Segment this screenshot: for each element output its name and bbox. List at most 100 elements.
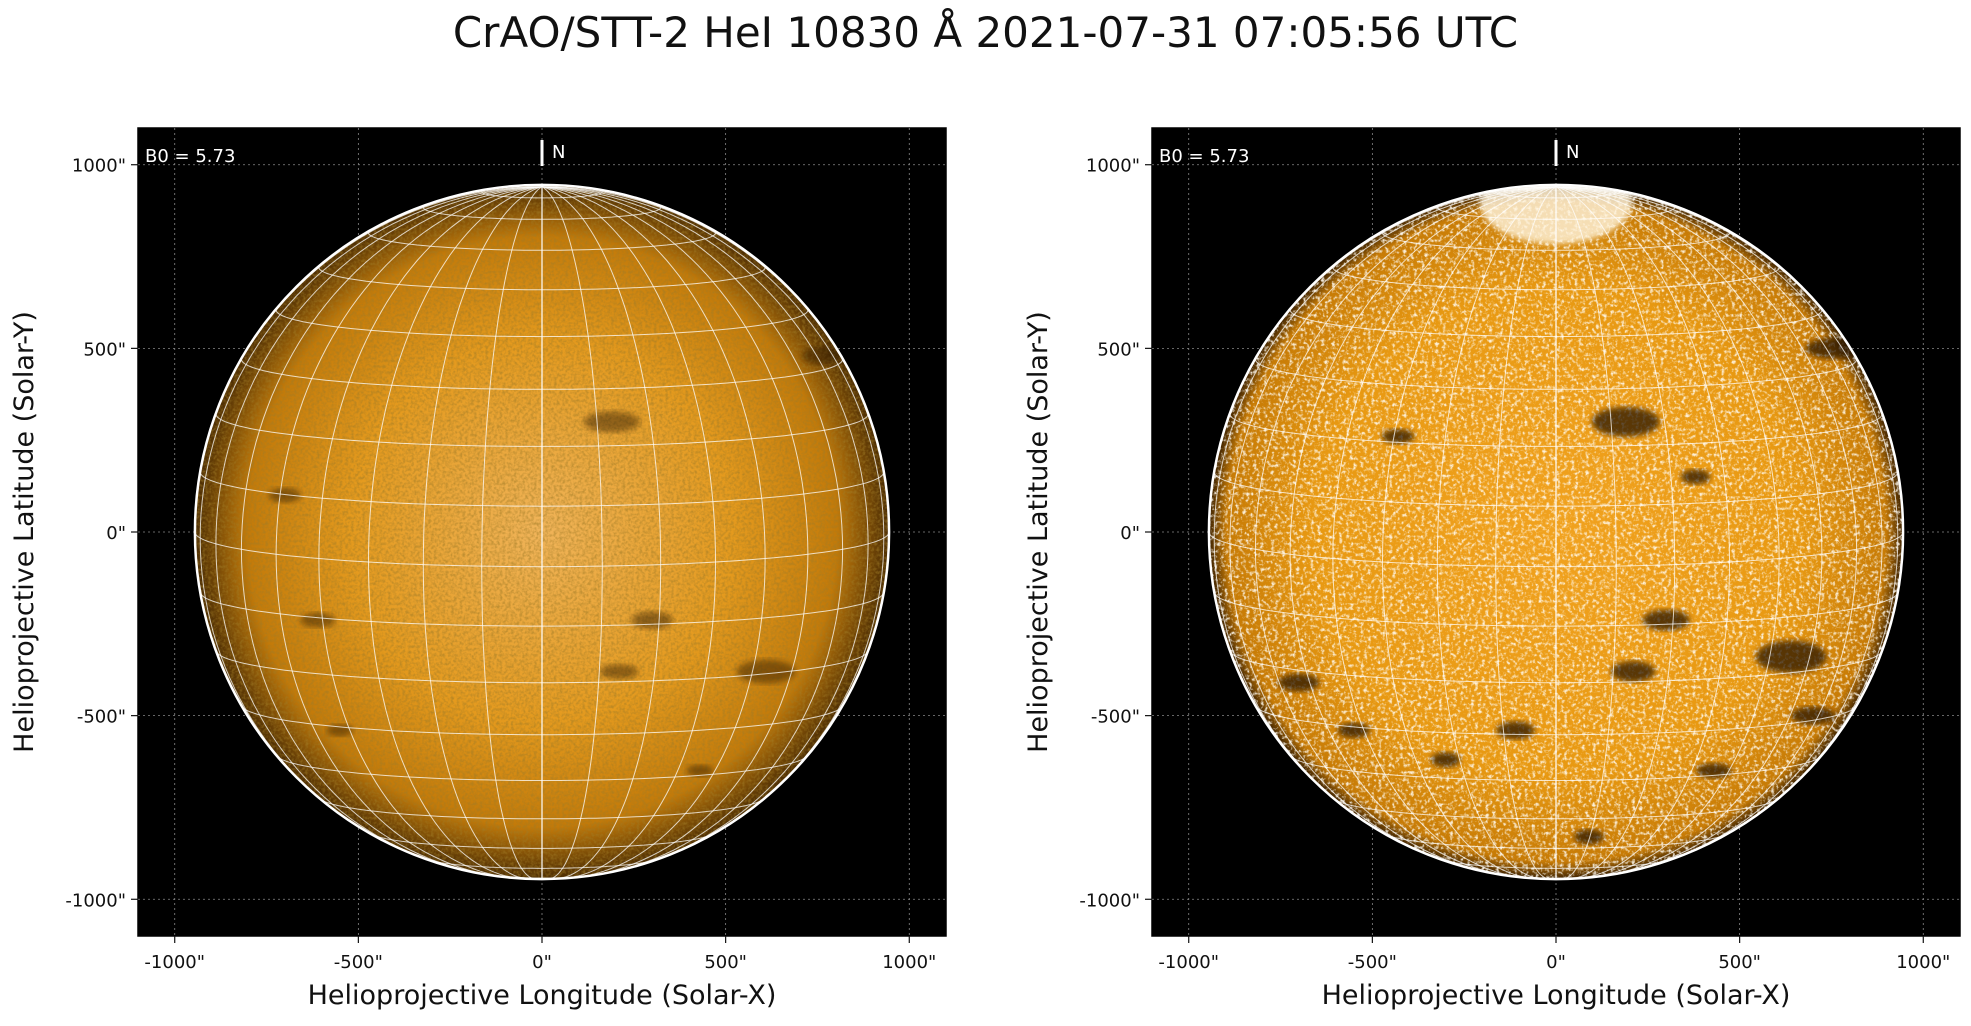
panel-right: N B0 = 5.73 -1000" 1000" -500" 500" 0" 0" 500" -5… [1023,127,1961,1011]
dark-filament [268,487,302,503]
meridian-line [199,186,543,829]
dark-filament [686,764,714,777]
dark-filament [1337,722,1371,738]
parallel-line [240,359,844,390]
y-tick-label: -1000" [1079,890,1140,911]
meridian-line [318,186,543,879]
parallel-line [481,191,603,199]
parallel-line [275,309,809,338]
dark-filament [1381,429,1415,444]
parallel-line [216,652,868,684]
meridian-line [1213,186,1557,829]
dark-filament [1611,661,1656,682]
parallel-line [372,834,712,849]
north-label: N [1566,142,1579,163]
meridian-line [1289,186,1557,877]
meridian-line [275,186,543,877]
parallel-line [1254,359,1858,390]
dark-filament [1642,609,1690,631]
x-tick-label: -1000" [1158,952,1219,973]
figure-title: CrAO/STT-2 HeI 10830 Å 2021-07-31 07:05:… [452,8,1519,57]
x-tick-label: 0" [1546,952,1566,973]
y-tick-label: -1000" [65,890,126,911]
parallel-line [1208,531,1904,568]
parallel-line [277,756,807,781]
meridian-line [1381,186,1557,879]
parallel-line [422,207,662,220]
dark-filament [583,411,640,433]
b0-annotation: B0 = 5.73 [145,146,235,167]
x-axis-label: Helioprojective Longitude (Solar-X) [308,980,777,1011]
parallel-line [368,232,716,251]
meridian-line [1229,186,1557,865]
x-tick-label: 500" [704,952,747,973]
parallel-line [194,531,890,568]
limb-outline [193,183,891,881]
parallel-line [199,592,885,627]
parallel-line [1213,592,1899,627]
parallel-line [241,706,843,736]
parallel-line [1382,232,1730,251]
heliographic-grid [1208,186,1904,880]
meridian-line [1495,186,1557,880]
dark-filament [1755,640,1827,674]
limb-outline [1207,183,1905,881]
x-tick-label: 1000" [882,952,936,973]
x-tick-label: 500" [1718,952,1761,973]
y-tick-label: -500" [77,707,126,728]
y-tick-label: 1000" [1086,156,1140,177]
dark-filament [631,611,673,629]
meridian-line [541,186,809,877]
meridian-line [1555,186,1731,879]
dark-filament [1591,407,1660,437]
x-axis-label: Helioprojective Longitude (Solar-X) [1322,980,1791,1011]
parallel-line [1436,207,1676,220]
parallel-line [318,267,766,291]
meridian-line [1555,186,1617,880]
meridian-line [541,186,662,879]
parallel-line [1291,756,1821,781]
parallel-line [1229,413,1883,447]
meridian-line [1555,186,1823,877]
x-tick-label: 0" [532,952,552,973]
parallel-line [1495,191,1617,199]
y-tick-label: 1000" [72,156,126,177]
parallel-line [1386,834,1726,849]
dark-filament [1574,829,1604,845]
meridian-line [1555,186,1899,829]
meridian-line [1332,186,1557,879]
parallel-line [428,859,656,869]
parallel-line [320,799,764,820]
panel-left: N B0 = 5.73 -1000" 1000" -500" 500" 0" 0" 500" -5… [9,127,947,1011]
x-tick-label: 1000" [1896,952,1950,973]
meridian-line [367,186,543,879]
dark-filament [1680,469,1711,485]
y-tick-label: 500" [83,339,126,360]
dark-filament [600,664,639,679]
meridian-line [215,186,543,865]
meridian-line [541,186,603,880]
y-axis-label: Helioprojective Latitude (Solar-Y) [9,311,40,753]
meridian-line [1555,186,1883,865]
parallel-line [1332,267,1780,291]
meridian-line [1555,186,1676,879]
meridian-line [541,186,869,865]
meridian-line [541,186,885,829]
meridian-line [541,186,717,879]
x-tick-label: -1000" [144,952,205,973]
parallel-line [1213,471,1899,507]
x-tick-label: -500" [1348,952,1397,973]
dark-filament [1791,706,1836,725]
parallel-line [1289,309,1823,338]
meridian-line [481,186,543,880]
dark-filament [1431,752,1461,768]
parallel-line [1255,706,1857,736]
b0-annotation: B0 = 5.73 [1159,146,1249,167]
y-axis-label: Helioprojective Latitude (Solar-Y) [1023,311,1054,753]
parallel-line [1442,859,1670,869]
parallel-line [215,413,869,447]
x-tick-label: -500" [334,952,383,973]
north-label: N [552,142,565,163]
parallel-line [1334,799,1778,820]
y-tick-label: 500" [1097,339,1140,360]
